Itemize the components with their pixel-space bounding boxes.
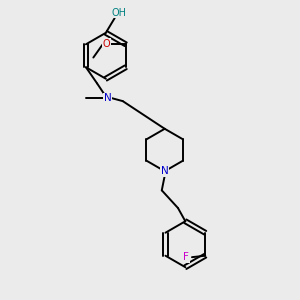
Text: OH: OH bbox=[112, 8, 127, 18]
Text: N: N bbox=[161, 166, 169, 176]
Text: O: O bbox=[103, 39, 110, 49]
Text: N: N bbox=[103, 93, 111, 103]
Text: F: F bbox=[183, 252, 189, 262]
